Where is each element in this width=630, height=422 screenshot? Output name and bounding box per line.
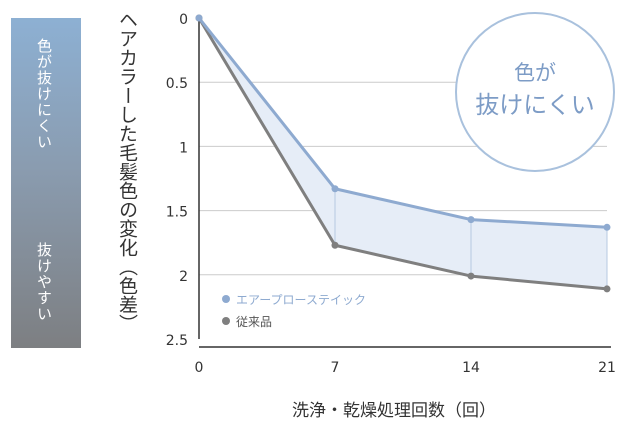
badge-circle — [455, 12, 615, 172]
y-tick-label: 0.5 — [166, 76, 188, 92]
series-airplow-point — [467, 216, 475, 224]
y-tick-label: 1 — [179, 140, 188, 156]
legend-label: エアープローステイック — [236, 293, 366, 307]
y-tick-label: 2 — [179, 269, 188, 285]
badge-line2: 抜けにくい — [475, 91, 595, 119]
series-airplow-line — [197, 17, 608, 229]
x-axis-label: 洗浄・乾燥処理回数（回） — [292, 401, 496, 421]
x-tick-label: 21 — [598, 360, 616, 376]
scale-top-label: 色が抜けにくい — [35, 38, 53, 150]
x-tick-label: 7 — [331, 360, 340, 376]
series-conventional-point — [603, 285, 611, 293]
series-airplow-point — [195, 14, 203, 22]
x-tick-label: 14 — [462, 360, 480, 376]
series-conventional-point — [467, 272, 475, 280]
y-tick-label: 2.5 — [166, 333, 188, 349]
legend-marker — [222, 295, 230, 303]
series-conventional-line — [197, 17, 608, 291]
scale-bottom-label: 抜けやすい — [35, 242, 53, 322]
series-airplow-point — [331, 185, 339, 193]
y-axis-label: ヘアカラーした毛髪色の変化（色差） — [116, 10, 138, 333]
legend-label: 従来品 — [236, 315, 272, 329]
y-tick-label: 0 — [179, 12, 188, 28]
color-scale-bar — [11, 18, 81, 348]
legend-marker — [222, 317, 230, 325]
x-tick-label: 0 — [195, 360, 204, 376]
series-airplow-point — [603, 223, 611, 231]
badge-line1: 色が — [514, 61, 556, 85]
y-tick-label: 1.5 — [166, 205, 188, 221]
series-conventional-point — [331, 241, 339, 249]
